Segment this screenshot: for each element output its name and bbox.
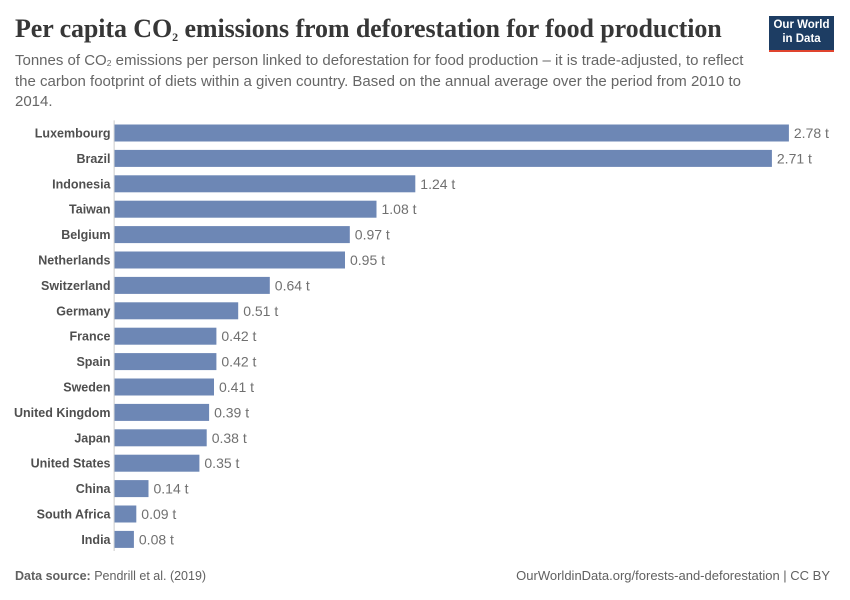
svg-text:India: India xyxy=(81,533,111,547)
svg-text:0.51 t: 0.51 t xyxy=(243,303,278,319)
svg-text:0.42 t: 0.42 t xyxy=(221,328,256,344)
svg-text:0.64 t: 0.64 t xyxy=(275,277,310,293)
svg-text:Japan: Japan xyxy=(74,431,110,445)
svg-text:Netherlands: Netherlands xyxy=(38,254,110,268)
svg-text:Luxembourg: Luxembourg xyxy=(35,127,111,141)
svg-text:Taiwan: Taiwan xyxy=(69,203,110,217)
svg-text:China: China xyxy=(76,482,112,496)
svg-text:0.42 t: 0.42 t xyxy=(221,354,256,370)
svg-text:2.71 t: 2.71 t xyxy=(777,150,812,166)
svg-text:0.41 t: 0.41 t xyxy=(219,379,254,395)
svg-text:0.35 t: 0.35 t xyxy=(204,455,239,471)
svg-text:France: France xyxy=(70,330,111,344)
svg-text:1.24 t: 1.24 t xyxy=(420,176,455,192)
svg-text:Brazil: Brazil xyxy=(76,152,110,166)
svg-text:2.78 t: 2.78 t xyxy=(794,125,829,141)
svg-text:0.08 t: 0.08 t xyxy=(139,531,174,547)
svg-text:0.14 t: 0.14 t xyxy=(154,481,189,497)
svg-text:0.95 t: 0.95 t xyxy=(350,252,385,268)
svg-text:Indonesia: Indonesia xyxy=(52,177,111,191)
svg-text:United Kingdom: United Kingdom xyxy=(14,406,111,420)
svg-text:Belgium: Belgium xyxy=(61,228,110,242)
svg-text:United States: United States xyxy=(31,457,111,471)
svg-text:Spain: Spain xyxy=(76,355,110,369)
svg-text:Switzerland: Switzerland xyxy=(41,279,110,293)
svg-text:0.38 t: 0.38 t xyxy=(212,430,247,446)
svg-text:Sweden: Sweden xyxy=(63,381,110,395)
svg-text:Germany: Germany xyxy=(56,304,110,318)
svg-text:South Africa: South Africa xyxy=(37,508,112,522)
svg-text:0.97 t: 0.97 t xyxy=(355,227,390,243)
svg-text:1.08 t: 1.08 t xyxy=(382,201,417,217)
svg-text:0.09 t: 0.09 t xyxy=(141,506,176,522)
svg-text:0.39 t: 0.39 t xyxy=(214,404,249,420)
